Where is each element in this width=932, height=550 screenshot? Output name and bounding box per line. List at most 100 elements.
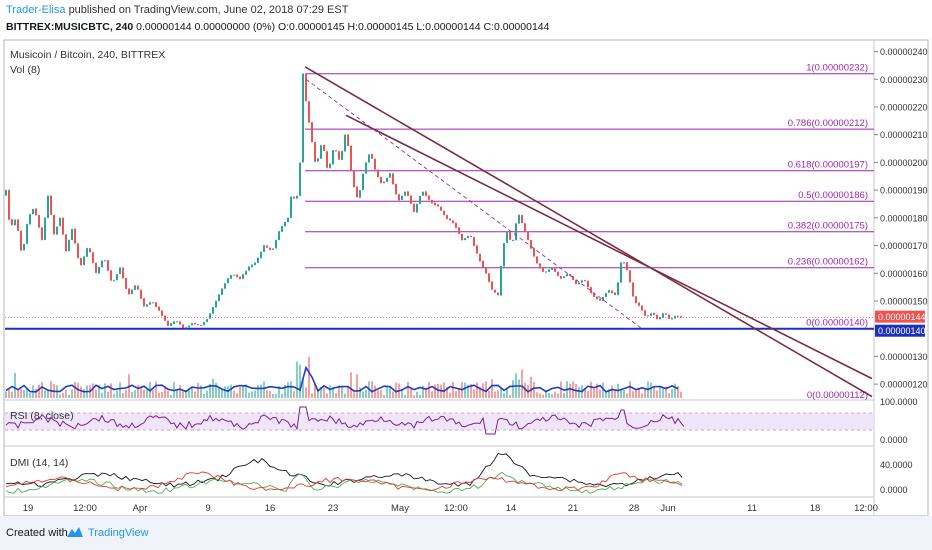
time-tick-label: 14 — [506, 503, 517, 514]
volume-bar — [230, 384, 232, 398]
volume-bar — [260, 384, 262, 398]
candle-body — [65, 234, 67, 252]
volume-bar — [380, 390, 382, 398]
volume-bar — [455, 391, 457, 398]
volume-bar — [563, 392, 565, 398]
volume-bar — [284, 385, 286, 398]
candle-body — [605, 293, 607, 297]
candle-body — [410, 195, 412, 204]
volume-bar — [47, 391, 49, 398]
candle-body — [449, 218, 451, 221]
candle-body — [311, 122, 313, 143]
candle-body — [152, 302, 154, 304]
candle-body — [239, 276, 241, 280]
volume-bar — [479, 386, 481, 398]
volume-bar — [632, 391, 634, 398]
candle-body — [395, 183, 397, 195]
candle-body — [101, 260, 103, 268]
dmi-plus-line — [5, 471, 683, 494]
volume-bar — [416, 391, 418, 398]
volume-bar — [26, 388, 28, 398]
candle-body — [155, 302, 157, 307]
volume-bar — [236, 393, 238, 398]
volume-bar — [545, 391, 547, 398]
candle-body — [191, 323, 193, 326]
volume-bar — [344, 393, 346, 398]
candle-body — [20, 230, 22, 251]
ohlc-values: 0.00000144 0.00000000 (0%) O:0.00000145 … — [136, 21, 550, 33]
volume-bar — [8, 389, 10, 398]
candle-body — [86, 248, 88, 257]
author-link[interactable]: Trader-Elisa — [6, 4, 66, 16]
candle-body — [677, 315, 679, 317]
candle-body — [542, 267, 544, 272]
candle-body — [209, 313, 211, 319]
price-tick-label: 0.00000150 — [880, 296, 928, 306]
candle-body — [587, 280, 589, 287]
candle-body — [425, 191, 427, 196]
candle-body — [431, 199, 433, 204]
volume-bar — [506, 387, 508, 398]
candle-body — [131, 289, 133, 295]
last-price-badge — [875, 310, 925, 323]
volume-bar — [239, 387, 241, 398]
volume-bar — [71, 389, 73, 398]
tradingview-logo-icon[interactable] — [66, 525, 84, 539]
rsi-line — [5, 406, 685, 435]
candle-body — [173, 321, 175, 324]
candle-body — [236, 274, 238, 278]
candle-body — [221, 288, 223, 295]
volume-bar — [113, 393, 115, 398]
candle-body — [269, 247, 271, 251]
candle-body — [434, 202, 436, 206]
candle-body — [524, 223, 526, 233]
volume-bar — [137, 385, 139, 398]
trendline — [304, 66, 873, 398]
candle-body — [503, 243, 505, 267]
volume-bar — [158, 392, 160, 398]
dmi-tick-label: 0.0000 — [880, 485, 908, 495]
tradingview-brand-link[interactable]: TradingView — [88, 527, 149, 539]
volume-bar — [350, 372, 352, 398]
candle-body — [293, 197, 295, 199]
volume-bar — [206, 390, 208, 398]
volume-bar — [110, 383, 112, 398]
candle-body — [383, 181, 385, 183]
candle-body — [14, 219, 16, 226]
volume-bar — [467, 384, 469, 398]
candle-body — [107, 260, 109, 271]
candle-body — [194, 323, 196, 325]
candle-body — [179, 321, 181, 325]
volume-bar — [29, 393, 31, 398]
candle-body — [143, 298, 145, 307]
chart-canvas[interactable]: 0.00000240 0.00000230 0.00000220 0.00000210… — [0, 0, 932, 516]
volume-bar — [212, 378, 214, 398]
candle-body — [170, 323, 172, 326]
candle-body — [56, 226, 58, 235]
volume-bar — [401, 389, 403, 398]
volume-bar — [392, 391, 394, 398]
volume-bar — [389, 386, 391, 398]
candle-body — [11, 219, 13, 226]
time-tick-label: 12:00 — [854, 503, 878, 514]
candle-body — [119, 267, 121, 274]
candle-body — [566, 274, 568, 277]
volume-bar — [386, 385, 388, 398]
volume-bar — [395, 382, 397, 398]
volume-bar — [179, 385, 181, 398]
volume-bar — [668, 393, 670, 398]
volume-bar — [203, 394, 205, 398]
symbol-line: BITTREX:MUSICBTC, 240 — [6, 21, 134, 33]
volume-bar — [494, 391, 496, 398]
volume-bar — [20, 388, 22, 398]
volume-bar — [578, 386, 580, 398]
volume-bar — [302, 379, 304, 398]
candle-body — [278, 231, 280, 241]
candle-body — [122, 267, 124, 279]
candle-body — [428, 195, 430, 200]
volume-bar — [95, 389, 97, 398]
volume-bar — [269, 391, 271, 398]
candle-body — [344, 134, 346, 152]
volume-bar — [188, 390, 190, 398]
candle-body — [200, 324, 202, 326]
